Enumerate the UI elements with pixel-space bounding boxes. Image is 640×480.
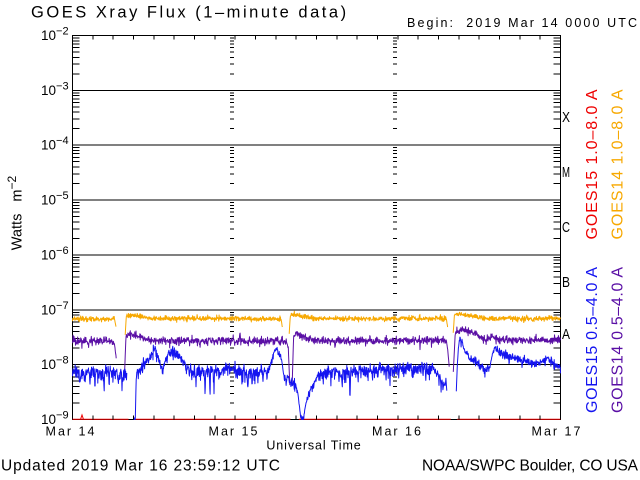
svg-text:A: A xyxy=(562,327,570,343)
svg-text:10−7: 10−7 xyxy=(41,300,69,318)
svg-text:10−3: 10−3 xyxy=(41,80,69,98)
svg-text:Mar 14: Mar 14 xyxy=(46,425,97,439)
svg-text:10−4: 10−4 xyxy=(41,135,69,153)
svg-text:GOES15 1.0–8.0 A: GOES15 1.0–8.0 A xyxy=(584,89,601,239)
svg-text:Watts m−2: Watts m−2 xyxy=(5,175,26,250)
svg-text:GOES14 0.5–4.0 A: GOES14 0.5–4.0 A xyxy=(610,267,627,413)
svg-text:GOES15 0.5–4.0 A: GOES15 0.5–4.0 A xyxy=(584,267,601,413)
svg-text:10−2: 10−2 xyxy=(41,26,69,44)
svg-text:Updated 2019 Mar 16 23:59:12 U: Updated 2019 Mar 16 23:59:12 UTC xyxy=(1,458,280,475)
svg-text:10−5: 10−5 xyxy=(41,190,69,208)
svg-text:C: C xyxy=(562,220,570,236)
svg-text:Universal Time: Universal Time xyxy=(266,439,361,453)
svg-text:10−6: 10−6 xyxy=(41,245,69,263)
svg-text:GOES14 1.0–8.0 A: GOES14 1.0–8.0 A xyxy=(610,89,627,239)
svg-text:Begin: 2019 Mar 14 0000 UTC: Begin: 2019 Mar 14 0000 UTC xyxy=(407,16,637,30)
svg-text:10−8: 10−8 xyxy=(41,355,69,373)
svg-text:Mar 15: Mar 15 xyxy=(209,425,260,439)
svg-text:NOAA/SWPC Boulder, CO USA: NOAA/SWPC Boulder, CO USA xyxy=(422,458,639,475)
svg-text:M: M xyxy=(562,165,570,181)
svg-text:B: B xyxy=(562,275,570,291)
svg-text:GOES Xray Flux (1–minute data): GOES Xray Flux (1–minute data) xyxy=(31,4,347,22)
svg-text:X: X xyxy=(562,110,570,126)
svg-text:Mar 16: Mar 16 xyxy=(372,425,423,439)
svg-text:Mar 17: Mar 17 xyxy=(532,425,583,439)
